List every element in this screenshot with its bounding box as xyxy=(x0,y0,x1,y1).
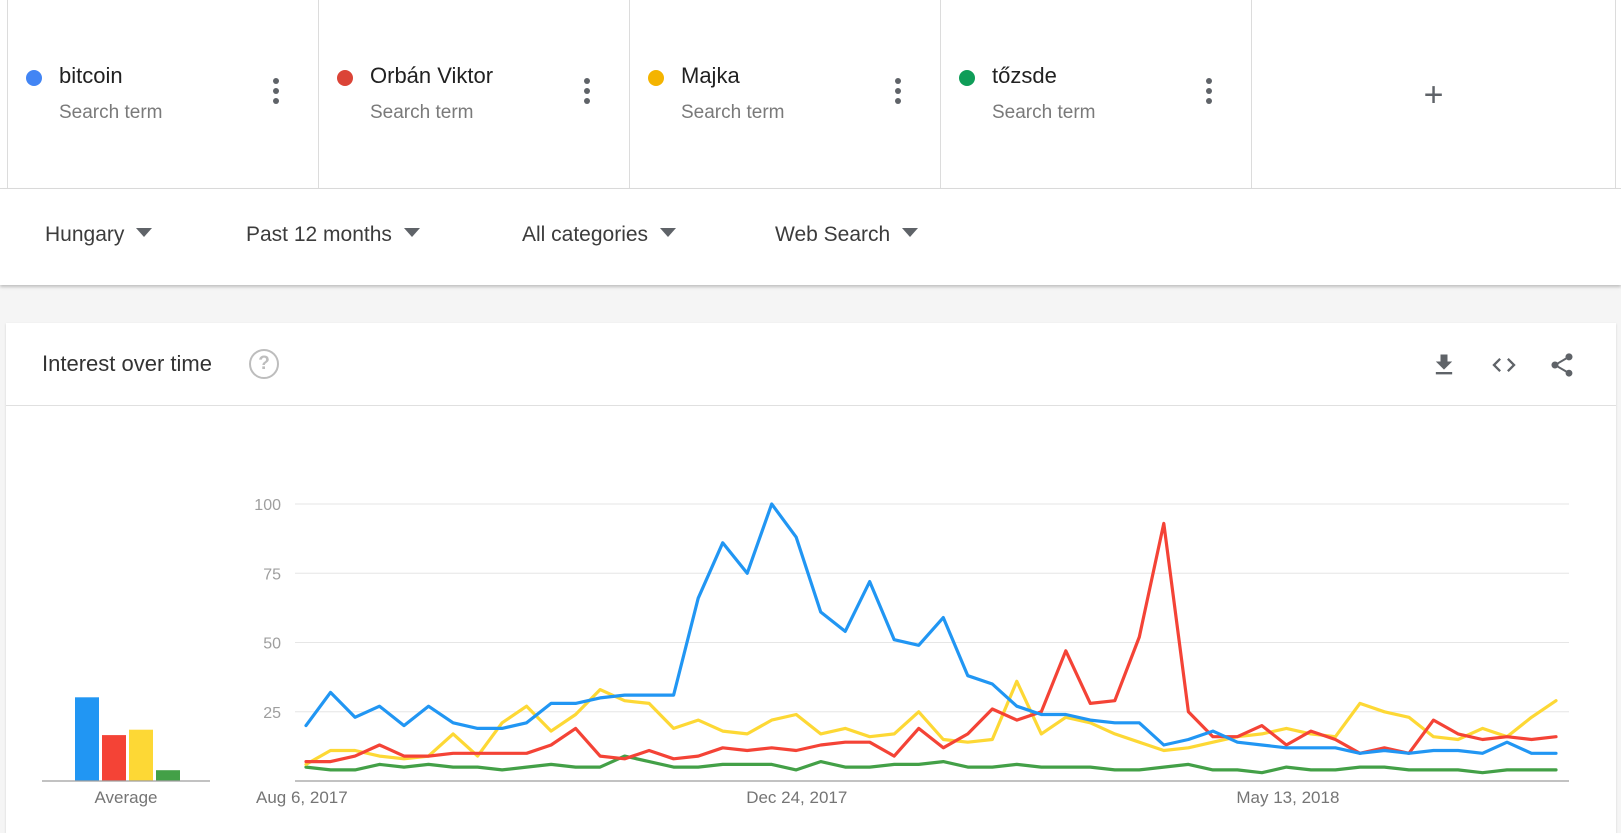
term-card-majka[interactable]: Majka Search term xyxy=(629,0,940,188)
series-line[interactable] xyxy=(304,754,1558,775)
region-label: Hungary xyxy=(45,223,125,246)
x-axis-labels: Aug 6, 2017 Dec 24, 2017 May 13, 2018 xyxy=(256,788,1339,807)
average-bar[interactable] xyxy=(156,770,180,781)
x-tick-label: Aug 6, 2017 xyxy=(256,788,348,807)
average-label: Average xyxy=(94,788,157,807)
embed-code-icon[interactable] xyxy=(1490,351,1518,379)
category-dropdown[interactable]: All categories xyxy=(522,223,677,247)
caret-down-icon xyxy=(660,227,677,237)
average-bar[interactable] xyxy=(75,697,99,781)
term-card-tozsde[interactable]: tőzsde Search term xyxy=(940,0,1251,188)
series-color-dot xyxy=(648,70,664,86)
caret-down-icon xyxy=(136,227,153,237)
series-line[interactable] xyxy=(304,502,1558,755)
time-range-label: Past 12 months xyxy=(246,223,392,246)
more-options-icon[interactable] xyxy=(894,78,902,106)
term-type: Search term xyxy=(992,102,1096,123)
card-header: Interest over time ? xyxy=(6,323,1616,406)
x-tick-label: May 13, 2018 xyxy=(1236,788,1339,807)
more-options-icon[interactable] xyxy=(583,78,591,106)
region-dropdown[interactable]: Hungary xyxy=(45,223,153,247)
download-icon[interactable] xyxy=(1430,351,1458,379)
search-type-label: Web Search xyxy=(775,223,891,246)
search-terms-bar: bitcoin Search term Orbán Viktor Search … xyxy=(0,0,1621,189)
term-name: Orbán Viktor xyxy=(370,63,494,88)
chart-gridlines: 25 50 75 100 xyxy=(254,497,1569,782)
series-color-dot xyxy=(26,70,42,86)
question-mark-icon[interactable]: ? xyxy=(249,349,279,379)
series-line[interactable] xyxy=(304,521,1558,764)
term-name: Majka xyxy=(681,63,740,88)
series-line[interactable] xyxy=(304,679,1558,767)
card-title: Interest over time xyxy=(42,351,212,376)
y-tick-label: 75 xyxy=(263,566,281,583)
series-color-dot xyxy=(959,70,975,86)
search-type-dropdown[interactable]: Web Search xyxy=(775,223,919,247)
time-range-dropdown[interactable]: Past 12 months xyxy=(246,223,420,247)
y-tick-label: 100 xyxy=(254,497,281,514)
plus-icon: + xyxy=(1423,76,1444,114)
series-color-dot xyxy=(337,70,353,86)
average-bar[interactable] xyxy=(129,729,153,781)
term-type: Search term xyxy=(59,102,163,123)
x-tick-label: Dec 24, 2017 xyxy=(746,788,847,807)
more-options-icon[interactable] xyxy=(272,78,280,106)
share-icon[interactable] xyxy=(1548,351,1576,379)
more-options-icon[interactable] xyxy=(1205,78,1213,106)
term-type: Search term xyxy=(370,102,474,123)
caret-down-icon xyxy=(403,227,420,237)
add-comparison-button[interactable]: + xyxy=(1251,0,1616,188)
y-tick-label: 50 xyxy=(263,636,281,653)
filters-bar: Hungary Past 12 months All categories We… xyxy=(0,189,1621,285)
term-type: Search term xyxy=(681,102,785,123)
category-label: All categories xyxy=(522,223,649,246)
average-bar[interactable] xyxy=(102,735,126,781)
term-card-bitcoin[interactable]: bitcoin Search term xyxy=(7,0,318,188)
average-bar-chart: Average xyxy=(42,697,210,807)
term-name: tőzsde xyxy=(992,63,1057,88)
y-tick-label: 25 xyxy=(263,705,281,722)
caret-down-icon xyxy=(902,227,919,237)
chart-series xyxy=(304,502,1558,775)
term-name: bitcoin xyxy=(59,63,123,88)
term-card-orban-viktor[interactable]: Orbán Viktor Search term xyxy=(318,0,629,188)
